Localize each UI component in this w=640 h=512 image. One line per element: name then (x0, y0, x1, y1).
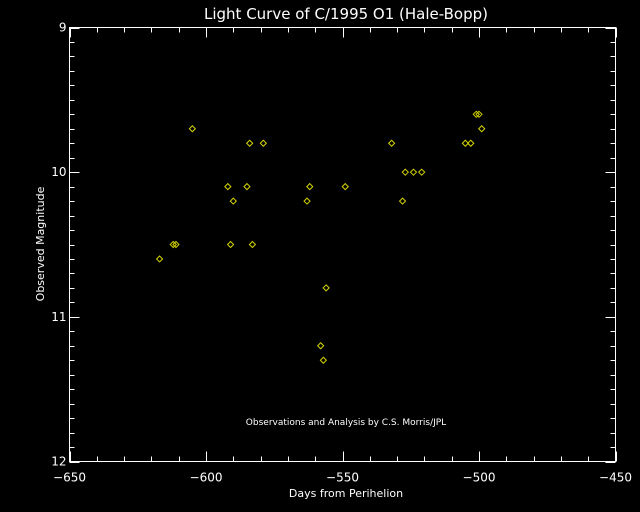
chart-title: Light Curve of C/1995 O1 (Hale-Bopp) (204, 5, 488, 23)
y-tick-label: 12 (51, 455, 66, 469)
y-axis-label: Observed Magnitude (34, 186, 47, 301)
x-tick-label: −500 (463, 471, 496, 485)
x-tick-label: −600 (190, 471, 223, 485)
x-tick-label: −550 (326, 471, 359, 485)
x-tick-label: −650 (53, 471, 86, 485)
y-tick-label: 11 (51, 310, 66, 324)
x-axis-label: Days from Perihelion (289, 487, 403, 500)
x-tick-label: −450 (599, 471, 632, 485)
y-tick-label: 9 (59, 21, 67, 35)
y-tick-label: 10 (51, 165, 66, 179)
credit-annotation: Observations and Analysis by C.S. Morris… (246, 418, 446, 428)
